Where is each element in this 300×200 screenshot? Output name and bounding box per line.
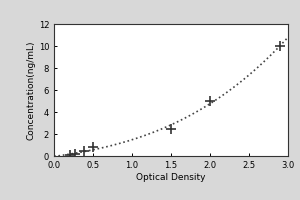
Y-axis label: Concentration(ng/mL): Concentration(ng/mL)	[27, 40, 36, 140]
X-axis label: Optical Density: Optical Density	[136, 173, 206, 182]
